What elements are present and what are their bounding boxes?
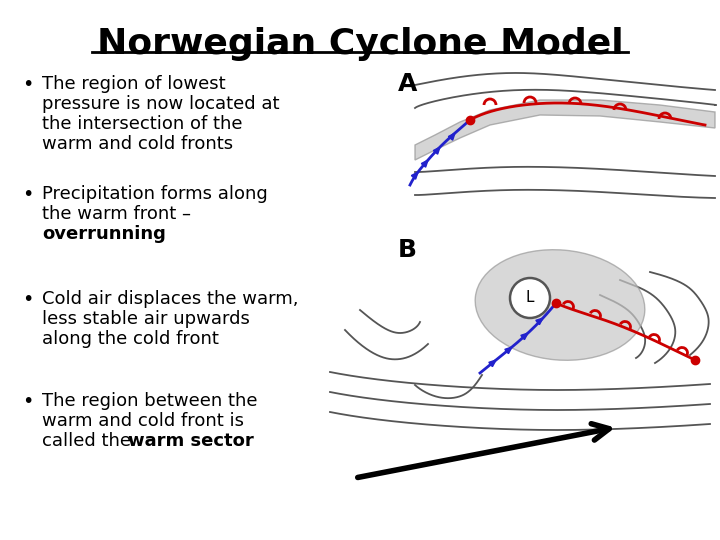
Text: overrunning: overrunning [42,225,166,244]
Text: warm and cold fronts: warm and cold fronts [42,136,233,153]
Text: Precipitation forms along: Precipitation forms along [42,185,268,203]
Text: the intersection of the: the intersection of the [42,116,243,133]
Polygon shape [536,318,543,325]
Text: warm sector: warm sector [128,433,253,450]
Text: B: B [398,238,417,262]
Text: A: A [398,72,418,96]
Text: •: • [22,392,33,411]
Text: the warm front –: the warm front – [42,205,191,223]
Polygon shape [421,160,428,167]
Text: called the: called the [42,433,137,450]
Text: Cold air displaces the warm,: Cold air displaces the warm, [42,290,299,308]
Ellipse shape [475,249,645,360]
Polygon shape [489,360,496,367]
Text: along the cold front: along the cold front [42,330,219,348]
Text: Norwegian Cyclone Model: Norwegian Cyclone Model [96,27,624,61]
Circle shape [510,278,550,318]
Text: •: • [22,185,33,204]
Text: •: • [22,75,33,94]
Polygon shape [415,100,715,160]
Text: The region between the: The region between the [42,392,258,410]
Text: L: L [526,291,534,306]
Polygon shape [411,172,418,179]
Text: warm and cold front is: warm and cold front is [42,412,244,430]
Text: •: • [22,290,33,309]
Polygon shape [505,347,512,354]
Polygon shape [449,133,455,140]
Text: The region of lowest: The region of lowest [42,75,225,93]
Polygon shape [521,333,528,340]
Text: pressure is now located at: pressure is now located at [42,95,279,113]
Polygon shape [433,147,440,154]
Text: less stable air upwards: less stable air upwards [42,310,250,328]
